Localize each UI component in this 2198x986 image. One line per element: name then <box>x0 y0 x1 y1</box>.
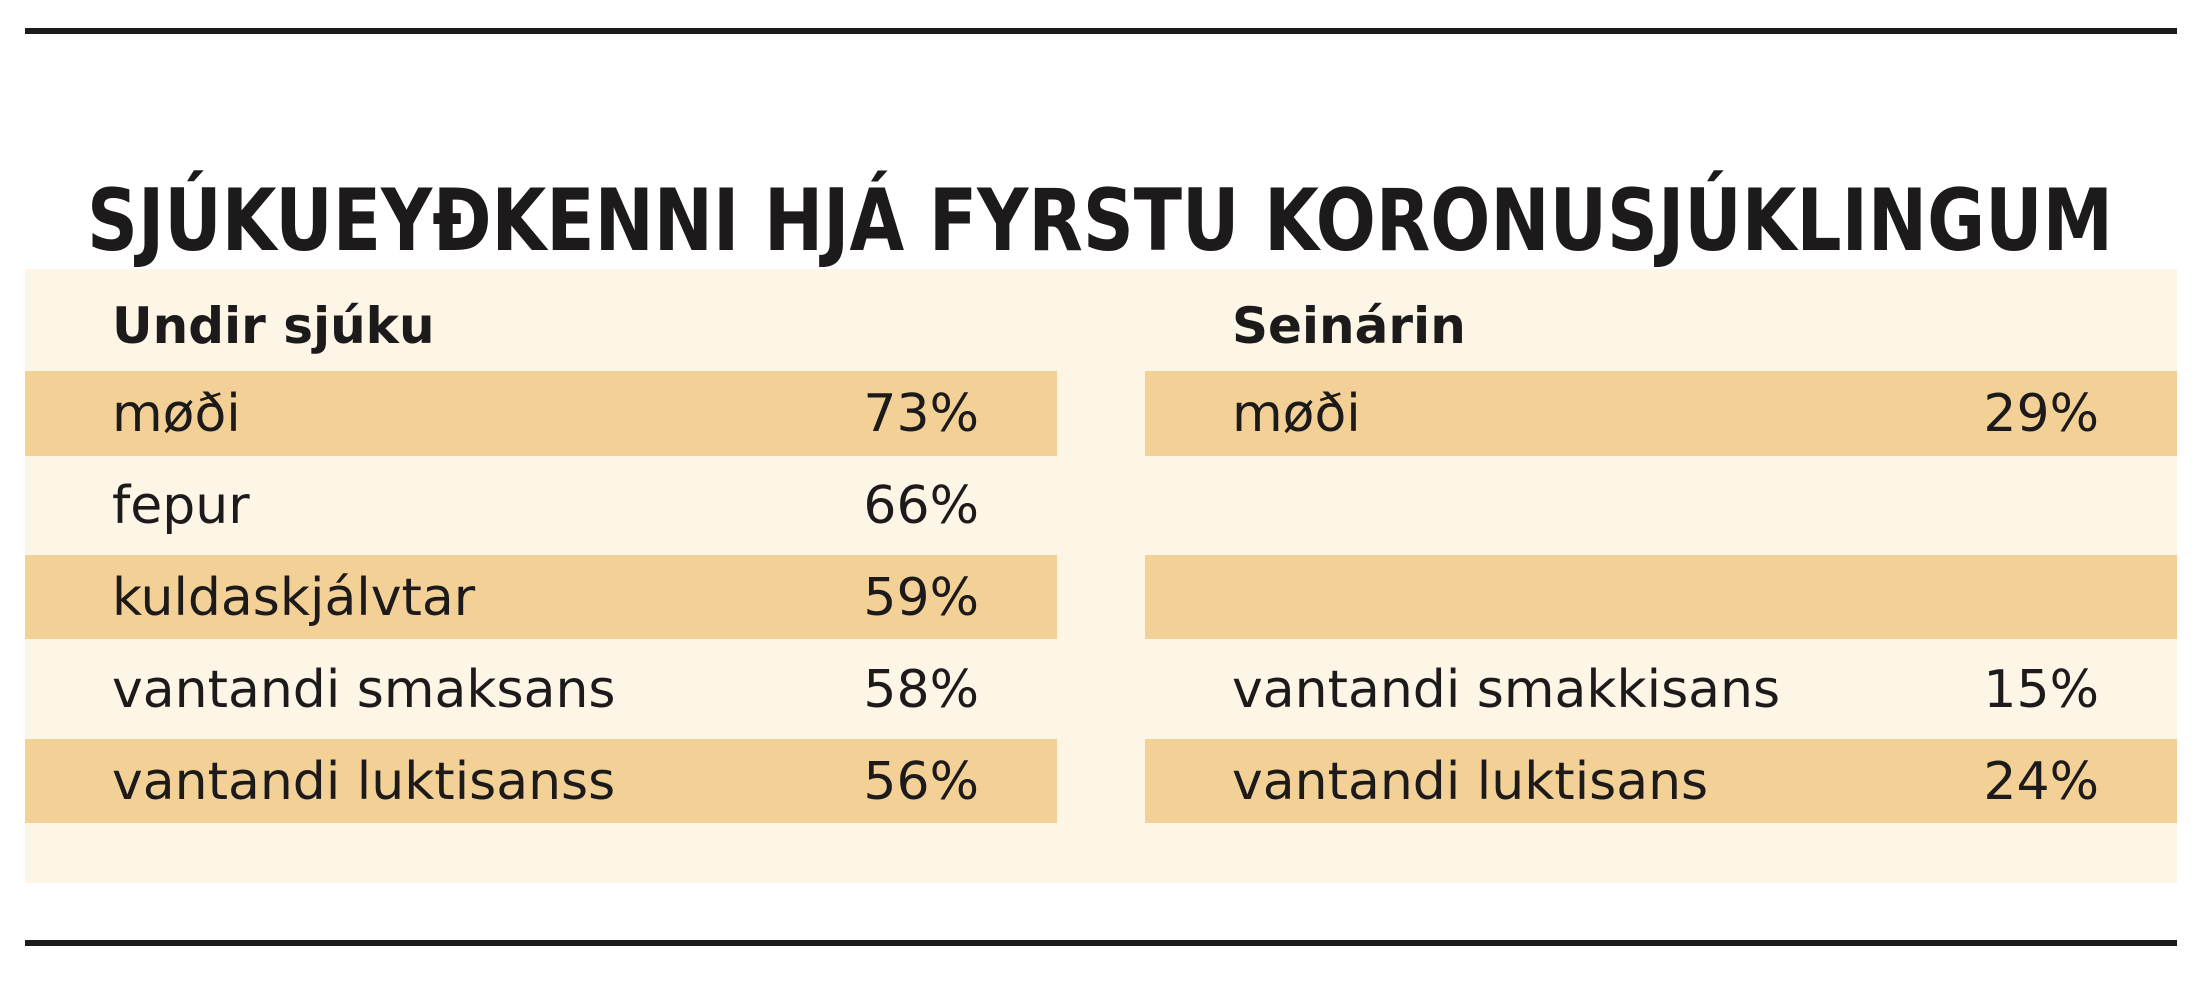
row-band <box>1145 371 2177 456</box>
row-value: 24% <box>1983 752 2099 812</box>
row-label: vantandi smakkisans <box>1232 660 1780 720</box>
row-value: 59% <box>863 568 979 628</box>
row-value: 66% <box>863 476 979 536</box>
row-value: 29% <box>1983 384 2099 444</box>
top-rule <box>25 28 2177 34</box>
column-header: Undir sjúku <box>112 297 435 355</box>
row-band <box>25 739 1057 823</box>
row-label: vantandi luktisanss <box>112 752 615 812</box>
row-label: vantandi luktisans <box>1232 752 1708 812</box>
row-label: kuldaskjálvtar <box>112 568 476 628</box>
row-band <box>1145 555 2177 639</box>
row-value: 56% <box>863 752 979 812</box>
row-label: møði <box>1232 384 1361 444</box>
row-label: fepur <box>112 476 250 536</box>
row-band <box>25 371 1057 456</box>
column-header: Seinárin <box>1232 297 1466 355</box>
title: SJÚKUEYÐKENNI HJÁ FYRSTU KORONUSJÚKLINGU… <box>87 170 2113 271</box>
row-label: vantandi smaksans <box>112 660 616 720</box>
row-band <box>1145 739 2177 823</box>
row-band <box>25 555 1057 639</box>
row-value: 15% <box>1983 660 2099 720</box>
row-value: 73% <box>863 384 979 444</box>
bottom-rule <box>25 940 2177 946</box>
row-value: 58% <box>863 660 979 720</box>
row-label: møði <box>112 384 241 444</box>
